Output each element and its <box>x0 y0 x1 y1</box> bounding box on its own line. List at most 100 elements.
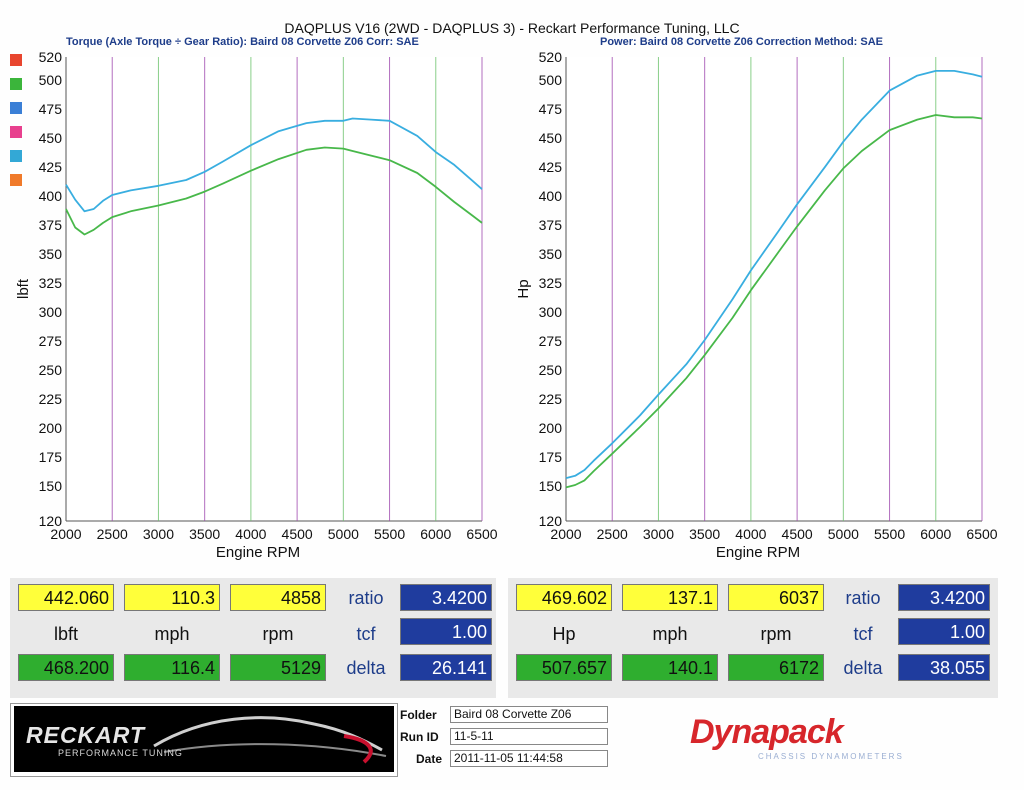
tcf-label: tcf <box>853 624 873 644</box>
y-tick-label: 500 <box>539 72 563 88</box>
y-tick-label: 200 <box>539 420 563 436</box>
y-tick-label: 275 <box>39 333 63 349</box>
plot-area <box>66 57 482 521</box>
y-tick-label: 200 <box>39 420 63 436</box>
x-tick-label: 6500 <box>966 526 997 542</box>
y-tick-label: 120 <box>539 513 563 529</box>
ratio-label: ratio <box>845 588 881 608</box>
legend-swatch <box>10 150 22 162</box>
x-tick-label: 6000 <box>920 526 951 542</box>
tcf-label: tcf <box>356 624 376 644</box>
y-tick-label: 275 <box>539 333 563 349</box>
rpm-label: rpm <box>262 624 294 644</box>
y-tick-label: 120 <box>39 513 63 529</box>
x-tick-label: 2000 <box>50 526 81 542</box>
reckart-logo <box>14 706 394 772</box>
torque-readout-panel: 442.060 110.3 4858 ratio 3.4200 lbft mph… <box>10 578 496 698</box>
torque-rpm-value: 4858 <box>230 584 326 611</box>
x-axis-label: Engine RPM <box>716 544 800 561</box>
x-axis-label: Engine RPM <box>216 544 300 561</box>
run-id-label: Run ID <box>400 730 439 744</box>
x-tick-label: 6000 <box>420 526 451 542</box>
y-tick-label: 225 <box>539 391 563 407</box>
x-tick-label: 5500 <box>374 526 405 542</box>
delta-label: delta <box>346 658 386 678</box>
ratio-value: 3.4200 <box>400 584 492 611</box>
x-tick-label: 3500 <box>189 526 220 542</box>
power-chart-subtitle: Power: Baird 08 Corvette Z06 Correction … <box>600 36 883 48</box>
y-tick-label: 500 <box>39 72 63 88</box>
y-tick-label: 425 <box>39 159 63 175</box>
plot-area <box>566 57 982 521</box>
y-tick-label: 300 <box>39 304 63 320</box>
y-tick-label: 400 <box>539 188 563 204</box>
series-line <box>65 117 483 213</box>
reckart-logo-subtext: PERFORMANCE TUNING <box>58 748 183 758</box>
mph-label: mph <box>652 624 688 644</box>
y-axis-label-lbft: lbft <box>15 278 32 299</box>
reckart-logo-text: RECKART <box>26 722 146 748</box>
page-title: DAQPLUS V16 (2WD - DAQPLUS 3) - Reckart … <box>284 20 740 36</box>
y-tick-label: 520 <box>539 49 563 65</box>
x-tick-label: 4500 <box>282 526 313 542</box>
ratio-label: ratio <box>348 588 384 608</box>
delta-value: 26.141 <box>400 654 492 681</box>
tcf-value: 1.00 <box>898 618 990 645</box>
power-chart: 2000 2500 3000 3500 4000 4500 5000 5500 6000 6500… <box>515 49 998 561</box>
legend-swatch <box>10 54 22 66</box>
x-tick-label: 5000 <box>828 526 859 542</box>
rpm-label: rpm <box>760 624 792 644</box>
x-tick-label: 2500 <box>97 526 128 542</box>
x-tick-label: 5000 <box>328 526 359 542</box>
y-tick-label: 300 <box>539 304 563 320</box>
x-tick-label: 3500 <box>689 526 720 542</box>
power-compare-value: 507.657 <box>516 654 612 681</box>
delta-label: delta <box>843 658 883 678</box>
ratio-value: 3.4200 <box>898 584 990 611</box>
hp-label: Hp <box>552 624 576 644</box>
y-tick-label: 325 <box>539 275 563 291</box>
y-tick-label: 520 <box>39 49 63 65</box>
y-tick-label: 400 <box>39 188 63 204</box>
x-tick-label: 6500 <box>466 526 497 542</box>
power-compare-mph: 140.1 <box>622 654 718 681</box>
y-tick-label: 475 <box>539 101 563 117</box>
series-line <box>65 146 483 236</box>
power-peak-value: 469.602 <box>516 584 612 611</box>
torque-compare-rpm: 5129 <box>230 654 326 681</box>
y-tick-label: 350 <box>39 246 63 262</box>
series-line <box>565 69 983 479</box>
folder-value: Baird 08 Corvette Z06 <box>450 706 608 723</box>
y-tick-label: 150 <box>39 478 63 494</box>
y-tick-label: 250 <box>39 362 63 378</box>
y-tick-label: 475 <box>39 101 63 117</box>
torque-peak-value: 442.060 <box>18 584 114 611</box>
x-tick-label: 2500 <box>597 526 628 542</box>
torque-chart-subtitle: Torque (Axle Torque ÷ Gear Ratio): Baird… <box>66 36 419 48</box>
torque-compare-value: 468.200 <box>18 654 114 681</box>
x-tick-label: 3000 <box>643 526 674 542</box>
date-value: 2011-11-05 11:44:58 <box>450 750 608 767</box>
x-tick-label: 4000 <box>735 526 766 542</box>
power-rpm-value: 6037 <box>728 584 824 611</box>
dynapack-logo-subtext: CHASSIS DYNAMOMETERS <box>758 752 904 761</box>
y-tick-label: 375 <box>539 217 563 233</box>
folder-label: Folder <box>400 708 437 722</box>
power-readout-panel: 469.602 137.1 6037 ratio 3.4200 Hp mph r… <box>508 578 998 698</box>
y-tick-label: 450 <box>539 130 563 146</box>
x-tick-label: 5500 <box>874 526 905 542</box>
y-tick-label: 150 <box>539 478 563 494</box>
y-tick-label: 225 <box>39 391 63 407</box>
legend-swatch <box>10 126 22 138</box>
y-tick-label: 175 <box>39 449 63 465</box>
x-tick-label: 4500 <box>782 526 813 542</box>
legend-swatch <box>10 174 22 186</box>
x-tick-label: 2000 <box>550 526 581 542</box>
lbft-label: lbft <box>53 624 78 644</box>
torque-mph-value: 110.3 <box>124 584 220 611</box>
power-compare-rpm: 6172 <box>728 654 824 681</box>
y-tick-label: 425 <box>539 159 563 175</box>
torque-compare-mph: 116.4 <box>124 654 220 681</box>
y-tick-label: 250 <box>539 362 563 378</box>
delta-value: 38.055 <box>898 654 990 681</box>
